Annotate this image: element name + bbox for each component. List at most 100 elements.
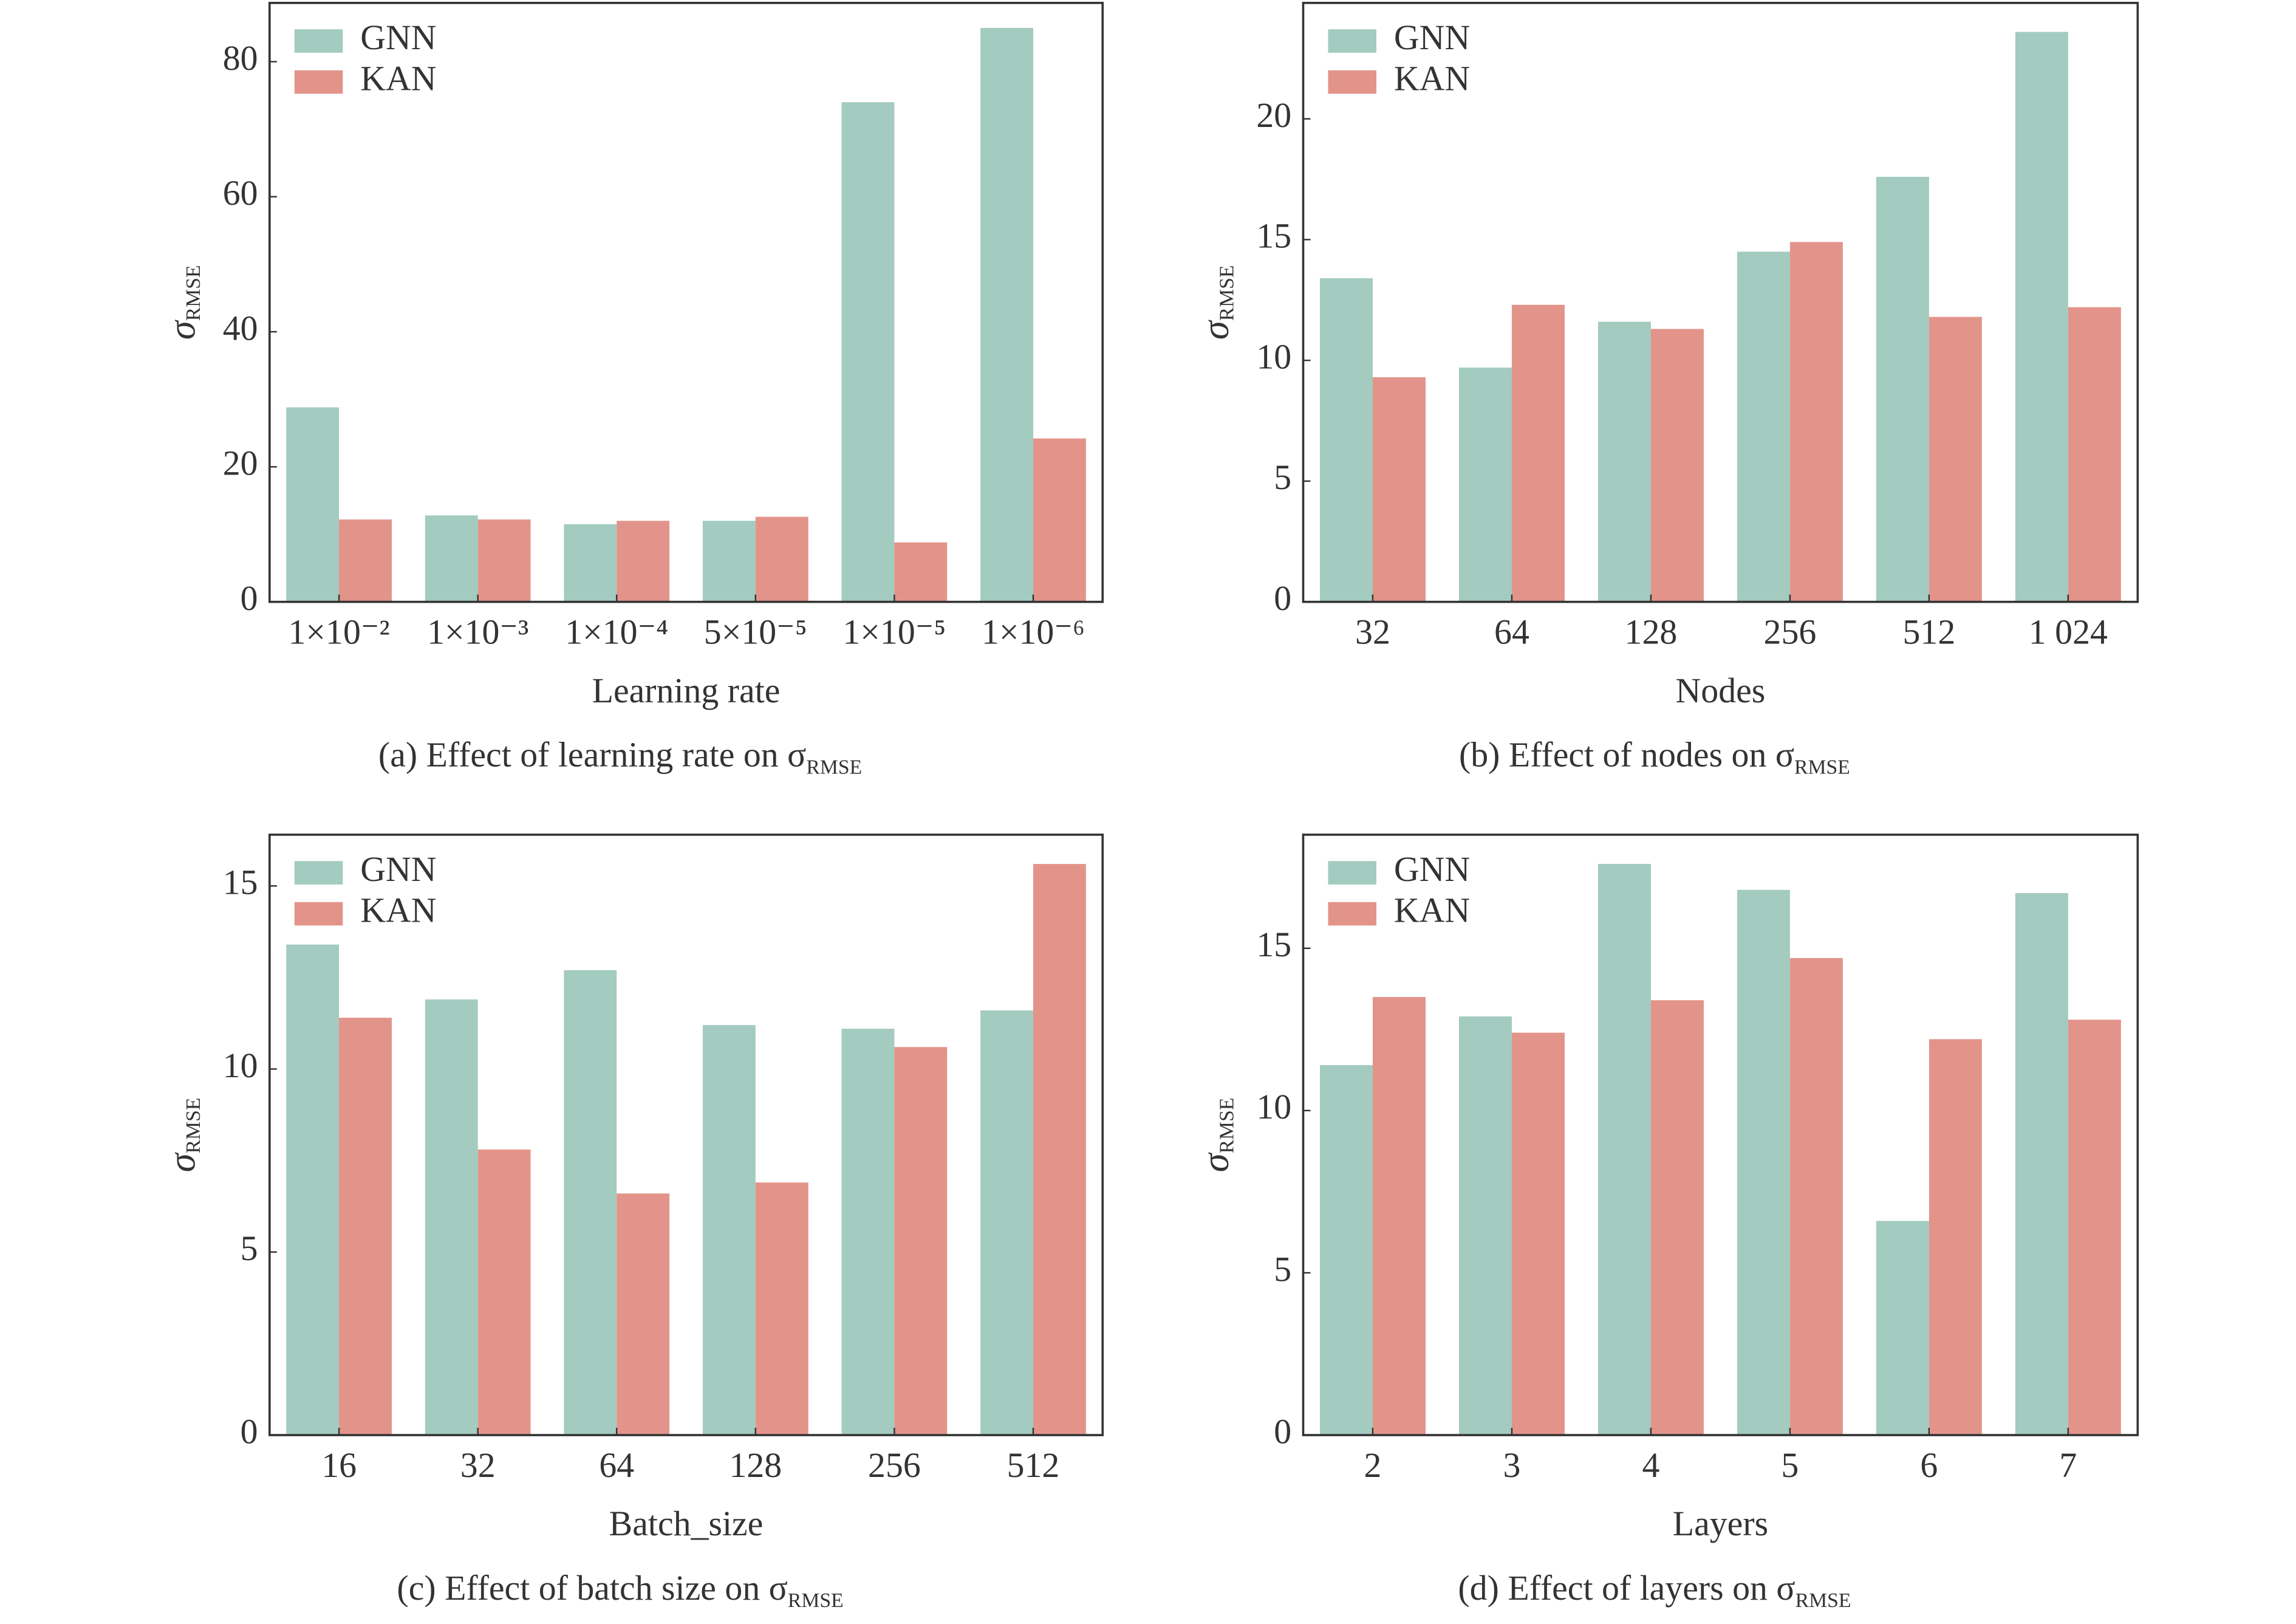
y-axis-label: σRMSE: [1194, 1098, 1238, 1173]
y-tick-label: 0: [1274, 1411, 1291, 1451]
y-tick-label: 5: [1274, 1249, 1291, 1289]
bar: [286, 944, 340, 1436]
x-tick-label: 16: [321, 1445, 357, 1485]
caption-text: (d) Effect of layers on σ: [1458, 1568, 1795, 1608]
legend-label: GNN: [1394, 849, 1470, 889]
x-axis-label: Layers: [1673, 1504, 1768, 1543]
x-tick-label: 7: [2059, 1445, 2077, 1485]
x-tick-label: 256: [1764, 612, 1817, 651]
x-tick-label: 1 024: [2029, 612, 2108, 651]
bar: [1458, 368, 1512, 602]
bar: [1737, 889, 1790, 1436]
legend-label: GNN: [360, 849, 436, 889]
bar: [841, 1029, 895, 1436]
caption: (a) Effect of learning rate on σRMSE: [378, 735, 862, 778]
x-tick-label: 64: [599, 1445, 634, 1485]
plot-frame: [1302, 834, 2139, 1436]
bar: [1737, 252, 1790, 602]
bar: [564, 970, 617, 1436]
caption: (b) Effect of nodes on σRMSE: [1459, 735, 1850, 778]
y-tick-label: 40: [223, 308, 258, 348]
bar: [702, 1025, 756, 1436]
legend-swatch: [294, 29, 343, 53]
bar: [1876, 177, 1929, 602]
bar: [1033, 438, 1086, 602]
x-tick-label: 5: [1781, 1445, 1799, 1485]
bar: [617, 1193, 670, 1436]
y-tick-label: 80: [223, 38, 258, 78]
legend-label: KAN: [360, 58, 436, 98]
bar: [1319, 1065, 1373, 1436]
caption: (d) Effect of layers on σRMSE: [1458, 1568, 1851, 1611]
bar: [339, 1018, 392, 1436]
bar: [1789, 242, 1843, 602]
bar: [894, 1047, 948, 1436]
y-axis-label: σRMSE: [161, 265, 205, 340]
bar: [1372, 996, 1426, 1436]
x-tick-label: 64: [1494, 612, 1529, 651]
plot-frame: [1302, 2, 2139, 603]
y-tick-label: 20: [223, 444, 258, 483]
plot-frame: [268, 834, 1104, 1436]
x-tick-label: 5×10⁻⁵: [704, 612, 807, 651]
x-tick-label: 128: [1625, 612, 1678, 651]
x-tick-label: 1×10⁻⁴: [565, 612, 668, 651]
bar: [1597, 321, 1651, 602]
bar: [1876, 1221, 1929, 1436]
y-tick-label: 20: [1256, 95, 1291, 135]
x-tick-label: 256: [868, 1445, 921, 1485]
bar: [1789, 958, 1843, 1436]
caption-subscript: RMSE: [1794, 756, 1850, 778]
bar: [2068, 1019, 2121, 1436]
x-axis-label: Learning rate: [592, 671, 781, 710]
legend-swatch: [1328, 29, 1377, 53]
y-axis-subscript: RMSE: [182, 265, 205, 321]
y-tick-label: 10: [223, 1046, 258, 1085]
y-axis-subscript: RMSE: [1215, 265, 1238, 321]
bar: [1511, 1032, 1565, 1436]
caption-subscript: RMSE: [1795, 1589, 1851, 1612]
legend-swatch: [1328, 861, 1377, 885]
legend-label: KAN: [1394, 58, 1470, 98]
bar: [564, 524, 617, 602]
y-tick-label: 15: [1256, 925, 1291, 964]
bar: [1511, 304, 1565, 602]
y-axis-symbol: σ: [1194, 1152, 1237, 1172]
bar: [980, 1010, 1033, 1436]
y-axis-label: σRMSE: [1194, 265, 1238, 340]
x-tick-label: 1×10⁻³: [427, 612, 528, 651]
legend-label: KAN: [360, 890, 436, 930]
bar: [2015, 32, 2068, 602]
x-axis-label: Nodes: [1676, 671, 1766, 710]
legend-label: KAN: [1394, 890, 1470, 930]
y-axis-subscript: RMSE: [1215, 1098, 1238, 1154]
legend-swatch: [294, 70, 343, 94]
y-tick-label: 5: [1274, 457, 1291, 497]
x-tick-label: 1×10⁻⁵: [842, 612, 946, 651]
bar: [894, 542, 948, 602]
x-tick-label: 512: [1007, 1445, 1060, 1485]
x-tick-label: 32: [1355, 612, 1390, 651]
caption-subscript: RMSE: [788, 1589, 844, 1612]
x-tick-label: 512: [1903, 612, 1956, 651]
legend-swatch: [294, 861, 343, 885]
bar: [1929, 317, 1982, 602]
bar: [755, 1182, 808, 1436]
legend-label: GNN: [360, 18, 436, 57]
y-tick-label: 5: [241, 1228, 258, 1268]
bar: [702, 521, 756, 602]
bar: [339, 519, 392, 602]
caption-text: (a) Effect of learning rate on σ: [378, 735, 806, 775]
legend-swatch: [294, 902, 343, 926]
y-axis-subscript: RMSE: [182, 1098, 205, 1154]
bar: [617, 521, 670, 602]
legend-label: GNN: [1394, 18, 1470, 57]
legend-swatch: [1328, 70, 1377, 94]
bar: [841, 102, 895, 602]
y-axis-symbol: σ: [1194, 320, 1237, 340]
x-tick-label: 1×10⁻²: [289, 612, 390, 651]
y-tick-label: 0: [241, 1411, 258, 1451]
caption-text: (b) Effect of nodes on σ: [1459, 735, 1794, 775]
caption: (c) Effect of batch size on σRMSE: [397, 1568, 843, 1611]
bar: [1319, 278, 1373, 602]
